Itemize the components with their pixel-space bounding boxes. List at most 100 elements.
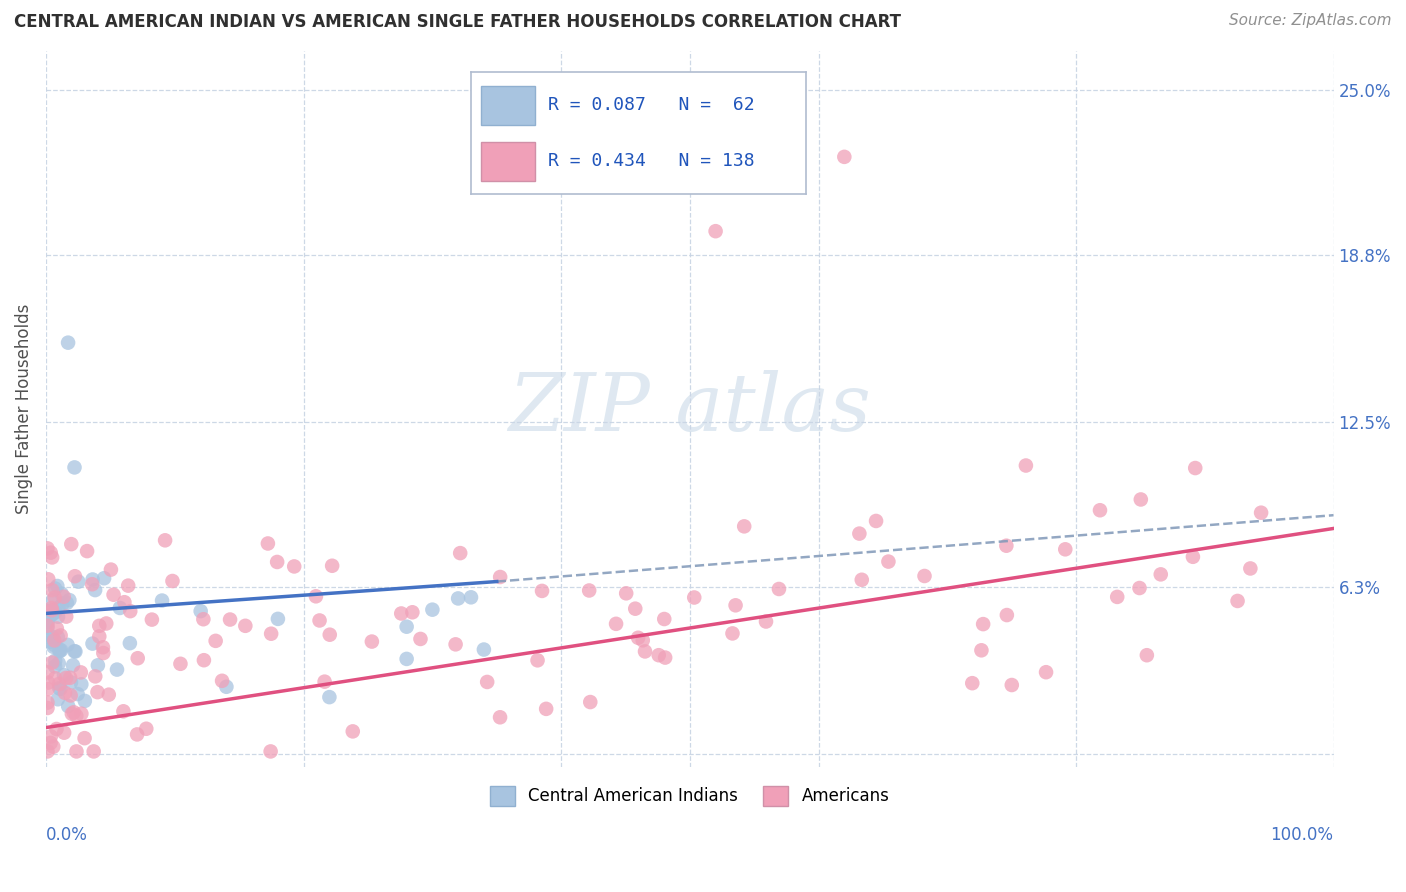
Point xyxy=(409,632,432,646)
Point xyxy=(44,605,66,619)
Point xyxy=(319,628,342,642)
Text: ZIP atlas: ZIP atlas xyxy=(509,370,872,448)
Point xyxy=(733,519,755,533)
Point xyxy=(1226,594,1249,608)
Point xyxy=(460,591,482,605)
Point xyxy=(162,574,184,588)
Point xyxy=(44,582,66,596)
Point xyxy=(489,710,512,724)
Point xyxy=(970,643,993,657)
Point xyxy=(46,609,69,624)
Point xyxy=(82,573,104,587)
Point xyxy=(1054,542,1077,557)
Point xyxy=(215,680,238,694)
Point xyxy=(37,618,59,632)
Point xyxy=(579,695,602,709)
Point xyxy=(62,658,84,673)
Point xyxy=(45,722,67,736)
Point xyxy=(41,550,63,565)
Point xyxy=(449,546,471,560)
Point xyxy=(260,626,283,640)
Point xyxy=(1001,678,1024,692)
Point xyxy=(1015,458,1038,473)
Point xyxy=(46,630,69,644)
Point xyxy=(683,591,706,605)
Point xyxy=(865,514,887,528)
Point xyxy=(768,582,790,596)
Point xyxy=(193,612,215,626)
Point xyxy=(1181,549,1204,564)
Point xyxy=(63,569,86,583)
Point xyxy=(219,613,242,627)
Point xyxy=(1150,567,1173,582)
Point xyxy=(103,588,125,602)
Point xyxy=(41,630,63,644)
Point xyxy=(56,596,79,610)
Point xyxy=(631,633,654,648)
Point xyxy=(150,593,173,607)
Point xyxy=(42,739,65,754)
Point xyxy=(46,692,69,706)
Point xyxy=(321,558,343,573)
Point xyxy=(37,630,59,644)
Text: 100.0%: 100.0% xyxy=(1271,826,1333,844)
Point xyxy=(634,644,657,658)
Point xyxy=(83,744,105,758)
Point xyxy=(578,583,600,598)
Point xyxy=(627,631,650,645)
Point xyxy=(401,605,423,619)
Point xyxy=(605,616,627,631)
Point xyxy=(37,541,59,556)
Point xyxy=(1129,492,1152,507)
Point xyxy=(318,690,340,705)
Point xyxy=(267,612,290,626)
Point xyxy=(489,570,512,584)
Point xyxy=(914,569,936,583)
Point xyxy=(1239,561,1261,575)
Point xyxy=(395,652,418,666)
Point xyxy=(73,731,96,746)
Legend: Central American Indians, Americans: Central American Indians, Americans xyxy=(484,779,896,813)
Point xyxy=(93,646,115,660)
Point xyxy=(995,539,1018,553)
Point xyxy=(44,591,66,605)
Point xyxy=(534,702,557,716)
Point xyxy=(259,744,281,758)
Point xyxy=(46,579,69,593)
Point xyxy=(48,642,70,657)
Point xyxy=(475,675,498,690)
Y-axis label: Single Father Households: Single Father Households xyxy=(15,304,32,514)
Point xyxy=(314,674,336,689)
Point xyxy=(704,224,727,238)
Point xyxy=(624,601,647,615)
Point xyxy=(654,650,676,665)
Point xyxy=(96,616,118,631)
Point xyxy=(44,659,66,673)
Point xyxy=(56,335,79,350)
Text: CENTRAL AMERICAN INDIAN VS AMERICAN SINGLE FATHER HOUSEHOLDS CORRELATION CHART: CENTRAL AMERICAN INDIAN VS AMERICAN SING… xyxy=(14,13,901,31)
Point xyxy=(44,671,66,685)
Point xyxy=(360,634,382,648)
Point xyxy=(76,544,98,558)
Point xyxy=(55,609,77,624)
Point xyxy=(48,644,70,658)
Point xyxy=(53,725,76,739)
Point xyxy=(834,150,856,164)
Point xyxy=(37,621,59,635)
Point xyxy=(48,657,70,671)
Point xyxy=(169,657,191,671)
Point xyxy=(49,628,72,642)
Point xyxy=(65,644,87,658)
Point xyxy=(1250,506,1272,520)
Point xyxy=(444,637,467,651)
Point xyxy=(755,615,778,629)
Point xyxy=(972,617,994,632)
Point xyxy=(127,651,149,665)
Point xyxy=(233,619,256,633)
Point xyxy=(120,604,142,618)
Point xyxy=(42,640,65,654)
Point xyxy=(851,573,873,587)
Point xyxy=(37,572,59,586)
Point xyxy=(342,724,364,739)
Point xyxy=(211,673,233,688)
